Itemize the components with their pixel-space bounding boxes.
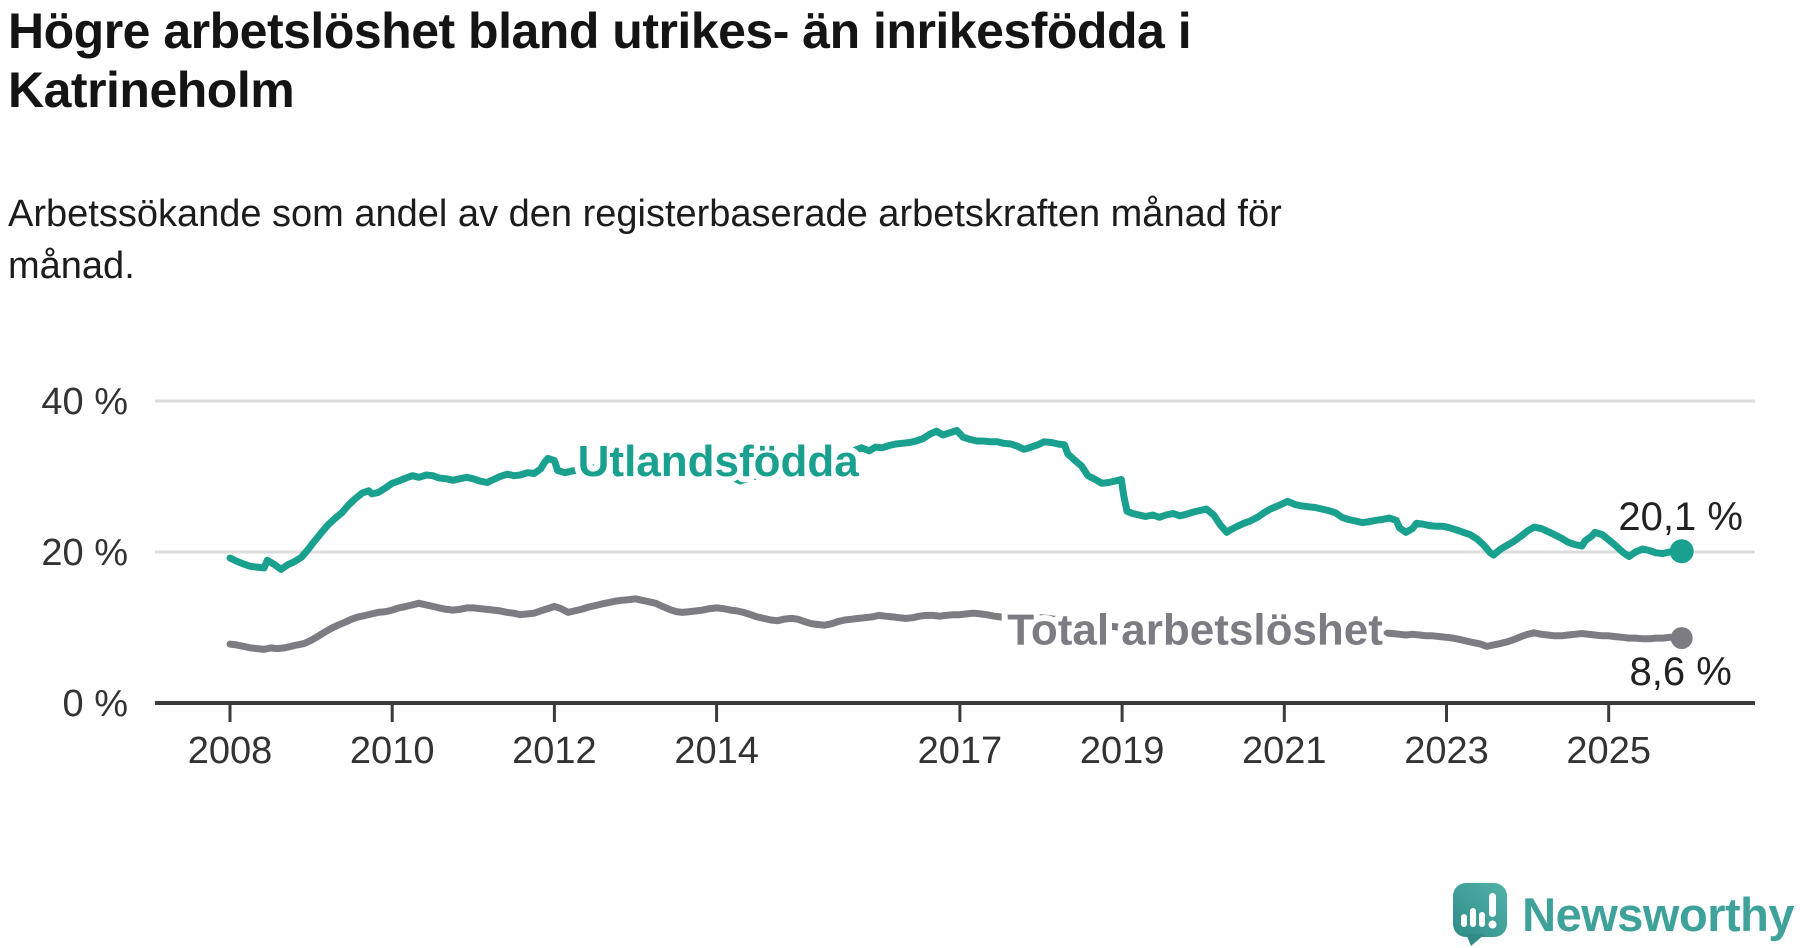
newsworthy-bubble-barchart-icon xyxy=(1453,883,1508,946)
x-tick-label: 2008 xyxy=(188,730,273,772)
page-title: Högre arbetslöshet bland utrikes- än inr… xyxy=(8,3,1192,118)
series-label-total: Total arbetslöshet xyxy=(1007,605,1383,654)
series-end-dot-total xyxy=(1670,627,1693,650)
newsworthy-logo: Newsworthy xyxy=(1452,882,1794,946)
x-tick-label: 2012 xyxy=(512,730,597,772)
end-value-label-total: 8,6 % xyxy=(1630,650,1732,694)
series-line-foreign-born xyxy=(226,426,1686,573)
y-tick-label: 40 % xyxy=(41,381,128,423)
newsworthy-wordmark: Newsworthy xyxy=(1522,887,1794,941)
x-tick-label: 2021 xyxy=(1242,730,1327,772)
series-end-dot-foreign-born xyxy=(1669,539,1694,564)
x-tick-label: 2023 xyxy=(1404,730,1489,772)
end-value-label-foreign-born: 20,1 % xyxy=(1618,495,1743,539)
x-tick-label: 2017 xyxy=(918,730,1003,772)
series-label-foreign-born: Utlandsfödda xyxy=(578,437,860,486)
x-tick-label: 2010 xyxy=(350,730,435,772)
y-tick-label: 20 % xyxy=(41,532,128,574)
chart-subtitle: Arbetssökande som andel av den registerb… xyxy=(8,193,1282,288)
series-line-total xyxy=(226,595,1686,653)
x-tick-label: 2025 xyxy=(1566,730,1651,772)
x-tick-label: 2019 xyxy=(1080,730,1165,772)
x-tick-label: 2014 xyxy=(674,730,759,772)
y-tick-label: 0 % xyxy=(63,683,128,725)
